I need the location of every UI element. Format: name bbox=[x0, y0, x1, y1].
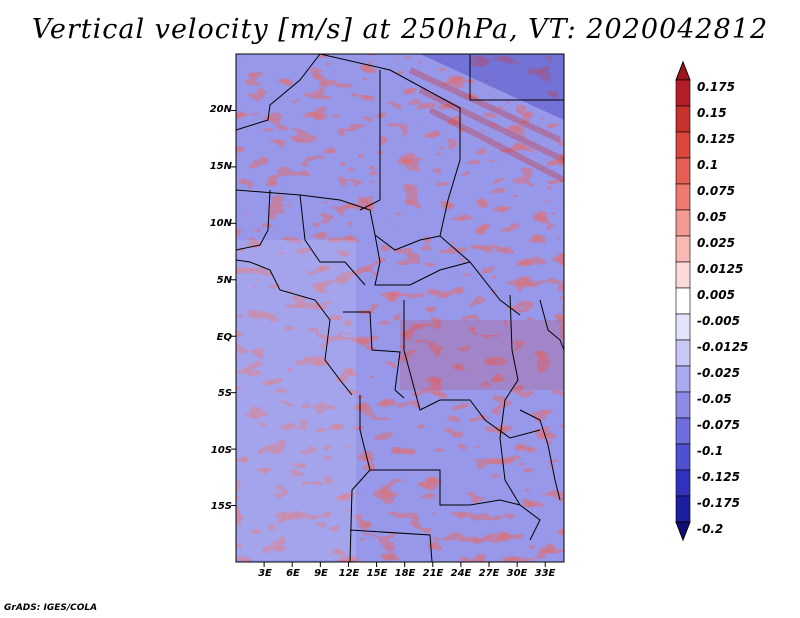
colorbar-label: 0.175 bbox=[697, 80, 735, 94]
colorbar-label: 0.1 bbox=[697, 158, 719, 172]
velocity-field bbox=[236, 54, 564, 562]
colorbar-label: -0.05 bbox=[697, 392, 732, 406]
colorbar-label: -0.2 bbox=[697, 522, 724, 536]
lon-tick-label: 27E bbox=[478, 568, 500, 579]
colorbar-top-arrow bbox=[675, 60, 691, 81]
colorbar-label: 0.025 bbox=[697, 236, 735, 250]
lon-tick-label: 12E bbox=[338, 568, 360, 579]
colorbar-swatch bbox=[675, 209, 691, 237]
lat-tick-label: 10N bbox=[209, 218, 232, 229]
colorbar-label: -0.005 bbox=[697, 314, 740, 328]
lat-tick-label: 15N bbox=[209, 161, 232, 172]
lon-tick-label: 15E bbox=[366, 568, 388, 579]
colorbar-label: 0.05 bbox=[697, 210, 727, 224]
lon-tick-label: 6E bbox=[286, 568, 300, 579]
colorbar-label: -0.0125 bbox=[697, 340, 749, 354]
lon-tick-label: 24E bbox=[450, 568, 472, 579]
colorbar-swatch bbox=[675, 261, 691, 289]
colorbar-swatch bbox=[675, 469, 691, 497]
colorbar-swatch bbox=[675, 495, 691, 523]
lon-tick-label: 30E bbox=[506, 568, 528, 579]
colorbar-label: -0.175 bbox=[697, 496, 740, 510]
colorbar-label: 0.005 bbox=[697, 288, 735, 302]
colorbar-swatch bbox=[675, 365, 691, 393]
lat-tick-label: 10S bbox=[210, 445, 232, 456]
colorbar-swatch bbox=[675, 183, 691, 211]
colorbar-swatch bbox=[675, 235, 691, 263]
colorbar-label: -0.075 bbox=[697, 418, 740, 432]
country-borders bbox=[236, 54, 564, 562]
lon-tick-label: 21E bbox=[422, 568, 444, 579]
colorbar-swatch bbox=[675, 157, 691, 185]
colorbar-swatch bbox=[675, 79, 691, 107]
lat-tick-label: 5S bbox=[217, 388, 232, 399]
colorbar-swatch bbox=[675, 339, 691, 367]
colorbar-label: 0.0125 bbox=[697, 262, 744, 276]
grads-credit: GrADS: IGES/COLA bbox=[4, 603, 98, 613]
lon-tick-label: 3E bbox=[258, 568, 272, 579]
lon-tick-label: 9E bbox=[314, 568, 328, 579]
map-frame bbox=[235, 53, 565, 563]
colorbar-label: -0.125 bbox=[697, 470, 740, 484]
lon-tick-label: 18E bbox=[394, 568, 416, 579]
map-title: Vertical velocity [m/s] at 250hPa, VT: 2… bbox=[31, 14, 769, 45]
lat-tick-label: 15S bbox=[210, 501, 232, 512]
lat-tick-label: 5N bbox=[216, 275, 232, 286]
colorbar-label: -0.025 bbox=[697, 366, 740, 380]
colorbar-swatch bbox=[675, 313, 691, 341]
axis-ticks bbox=[231, 109, 546, 567]
colorbar-label: -0.1 bbox=[697, 444, 724, 458]
colorbar-label: 0.125 bbox=[697, 132, 735, 146]
lat-tick-label: 20N bbox=[209, 104, 232, 115]
lon-tick-label: 33E bbox=[534, 568, 556, 579]
colorbar-bottom-arrow bbox=[675, 521, 691, 542]
colorbar-swatch bbox=[675, 391, 691, 419]
colorbar-swatch bbox=[675, 443, 691, 471]
colorbar-label: 0.075 bbox=[697, 184, 735, 198]
colorbar-swatch bbox=[675, 131, 691, 159]
colorbar-label: 0.15 bbox=[697, 106, 727, 120]
colorbar bbox=[675, 60, 691, 542]
colorbar-swatch bbox=[675, 105, 691, 133]
colorbar-swatch bbox=[675, 417, 691, 445]
colorbar-swatch bbox=[675, 287, 691, 315]
lat-tick-label: EQ bbox=[216, 332, 232, 343]
